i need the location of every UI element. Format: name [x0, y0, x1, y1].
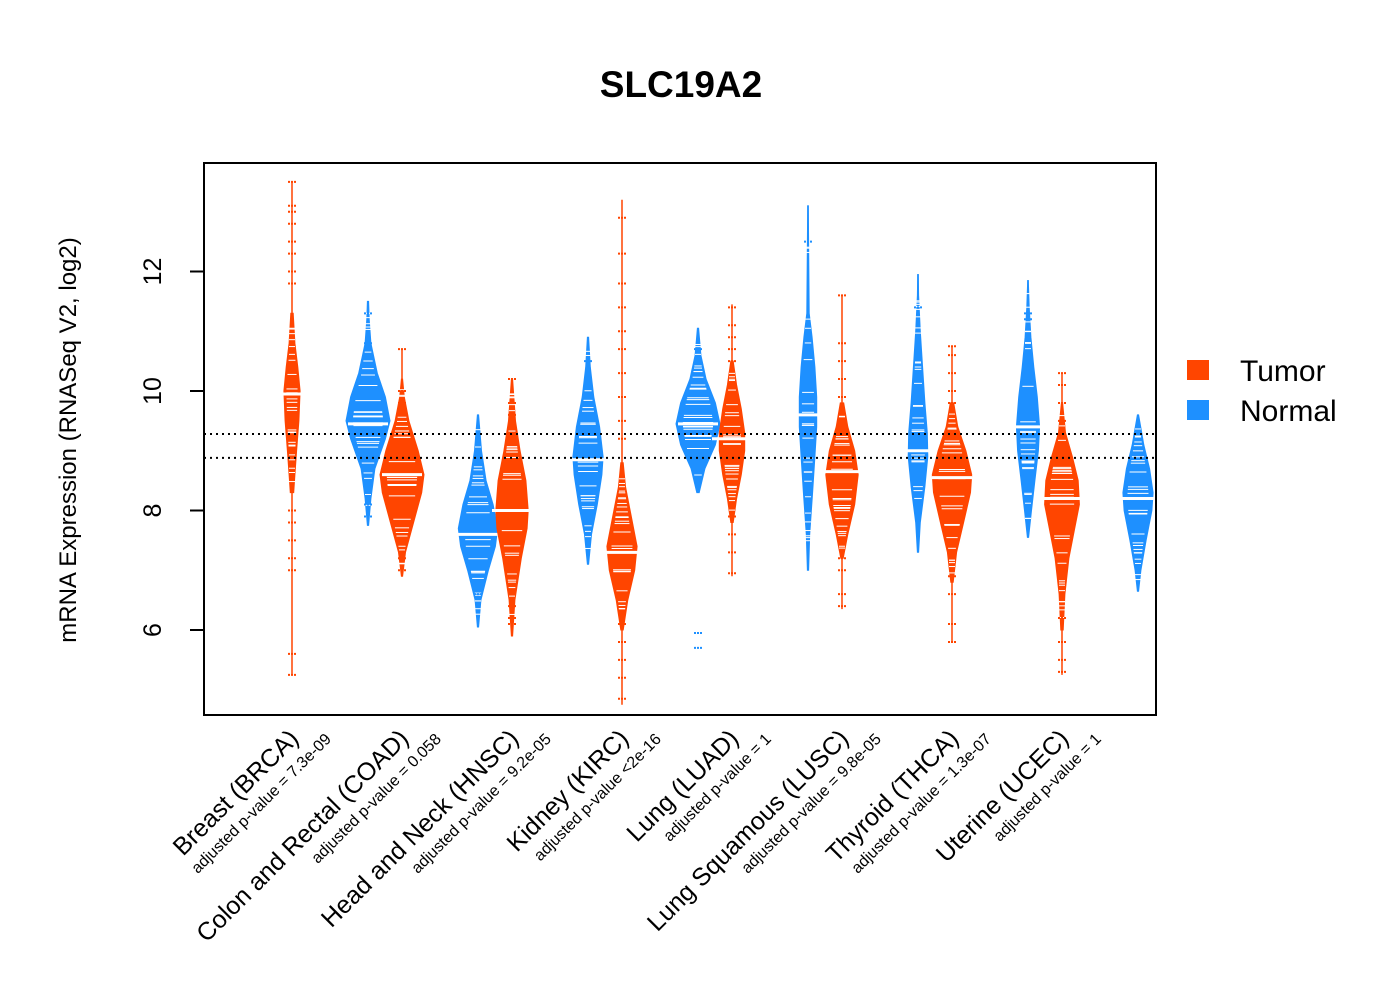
tumor-colon-and-rectal-coad-bean: [379, 348, 425, 577]
y-tick-label: 6: [139, 623, 167, 637]
y-tick-label: 10: [139, 377, 167, 405]
legend-label-normal: Normal: [1240, 395, 1337, 428]
beans-layer: [272, 180, 1158, 705]
legend-swatch-tumor: [1187, 360, 1209, 380]
tumor-thyroid-thca-density: [931, 402, 973, 583]
normal-thyroid-thca-bean: [1008, 280, 1048, 538]
tumor-uterine-ucec-bean: [1042, 372, 1082, 675]
legend-label-tumor: Tumor: [1240, 355, 1326, 388]
chart-title: SLC19A2: [600, 64, 762, 105]
normal-lung-luad-density: [798, 205, 818, 571]
tumor-breast-brca-bean: [272, 180, 312, 676]
reference-lines: [204, 433, 1156, 459]
normal-head-and-neck-hnsc-bean: [568, 336, 608, 565]
normal-lung-squamous-lusc-density: [907, 274, 929, 553]
normal-kidney-kirc-density: [675, 327, 721, 494]
y-axis-label: mRNA Expression (RNASeq V2, log2): [55, 237, 82, 643]
tumor-lung-luad-density: [718, 360, 746, 523]
normal-lung-squamous-lusc-bean: [898, 274, 938, 553]
normal-colon-and-rectal-coad-density: [457, 414, 499, 628]
tumor-lung-squamous-lusc-density: [825, 402, 859, 559]
normal-uterine-ucec-bean: [1118, 414, 1158, 592]
y-axis: 6 8 10 12: [139, 258, 204, 637]
tumor-lung-luad-bean: [712, 304, 752, 577]
normal-colon-and-rectal-coad-bean: [457, 414, 499, 628]
tumor-kidney-kirc-bean: [602, 199, 642, 705]
x-axis-labels: Breast (BRCA)adjusted p-value = 7.3e-09C…: [168, 724, 1105, 947]
normal-head-and-neck-hnsc-density: [572, 336, 604, 565]
tumor-thyroid-thca-bean: [931, 345, 973, 643]
tumor-breast-brca-density: [283, 312, 301, 494]
normal-uterine-ucec-density: [1122, 414, 1154, 592]
tumor-uterine-ucec-density: [1044, 402, 1080, 631]
normal-kidney-kirc-bean: [675, 327, 721, 649]
normal-thyroid-thca-density: [1015, 280, 1041, 538]
normal-breast-brca-bean: [345, 300, 391, 526]
tumor-head-and-neck-hnsc-bean: [492, 378, 532, 637]
tumor-lung-squamous-lusc-bean: [822, 294, 862, 610]
tumor-head-and-neck-hnsc-density: [495, 378, 529, 637]
normal-lung-luad-bean: [788, 205, 828, 571]
legend: Tumor Normal: [1187, 355, 1337, 428]
y-tick-label: 8: [139, 504, 167, 518]
plot-frame: [203, 162, 1157, 716]
y-tick-label: 12: [139, 258, 167, 286]
legend-swatch-normal: [1187, 400, 1209, 420]
normal-breast-brca-density: [345, 300, 391, 526]
